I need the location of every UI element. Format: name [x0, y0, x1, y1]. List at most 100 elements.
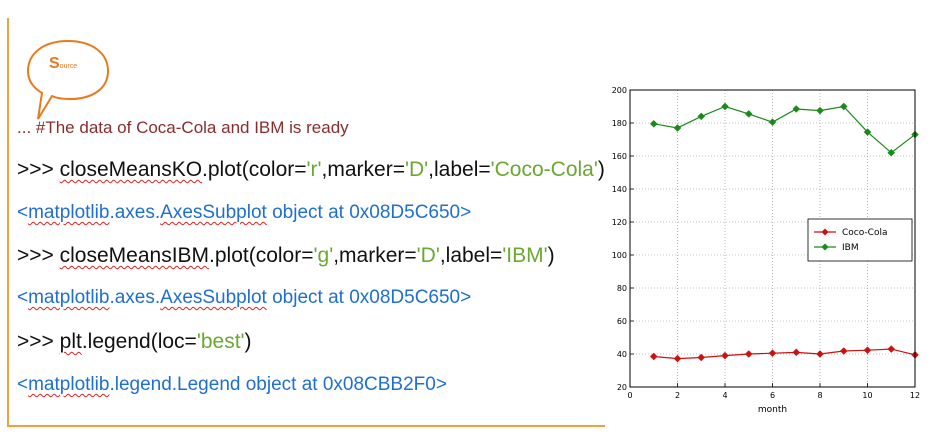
x-tick-label: 2 [675, 391, 680, 400]
string-literal: 'D' [404, 158, 429, 181]
source-letter: S [49, 55, 60, 72]
series-line-1 [653, 105, 916, 154]
code-line-plot-ibm: >>> closeMeansIBM.plot(color='g',marker=… [17, 244, 555, 268]
x-axis-label: month [758, 405, 787, 415]
code-text: .axes. [109, 287, 161, 308]
var-name: closeMeansIBM [59, 244, 210, 267]
string-literal: 'D' [416, 244, 440, 267]
x-tick-label: 4 [722, 391, 727, 400]
module-name: matplotlib [28, 287, 110, 308]
code-text: ,marker= [333, 244, 417, 267]
module-name: matplotlib [28, 374, 110, 395]
code-text: .plot(color= [209, 244, 314, 267]
code-text: < [17, 202, 29, 223]
chart-legend: Coco-Cola IBM [807, 218, 913, 262]
data-point [792, 348, 801, 357]
chart-ticks: 20 40 60 80 100 120 140 160 180 200 0 2 4 6 8 10 12 [612, 86, 920, 400]
source-speech-bubble-icon [26, 39, 110, 120]
data-point [839, 347, 848, 355]
prompt: >>> [17, 158, 60, 181]
code-text: < [17, 374, 29, 395]
data-point [887, 345, 896, 353]
slide-frame-bottom [7, 425, 605, 427]
data-point [887, 148, 896, 157]
string-literal: 'g' [313, 244, 334, 267]
chart-series [649, 102, 919, 363]
data-point [744, 110, 753, 118]
string-literal: 'Coco-Cola' [490, 158, 598, 181]
code-text: .legend.Legend object at 0x08CBB2F0> [109, 374, 447, 395]
legend-marker [821, 243, 829, 251]
legend-label: IBM [842, 243, 859, 253]
code-line-plot-ko: >>> closeMeansKO.plot(color='r',marker='… [17, 158, 605, 182]
x-tick-label: 12 [910, 391, 920, 400]
code-text: ,marker= [321, 158, 405, 181]
y-tick-label: 40 [617, 350, 627, 359]
class-name: AxesSubplot [160, 287, 267, 308]
data-point [721, 351, 729, 360]
class-name: AxesSubplot [160, 202, 267, 223]
data-point [721, 102, 729, 111]
y-tick-label: 120 [612, 218, 627, 227]
code-text: .axes. [109, 202, 161, 223]
x-tick-label: 0 [627, 391, 632, 400]
source-label: Source [49, 55, 77, 73]
y-tick-label: 160 [612, 152, 627, 161]
data-point [649, 352, 658, 361]
code-text: ) [547, 244, 555, 267]
y-tick-label: 80 [617, 284, 627, 293]
code-output-axes-1: <matplotlib.axes.AxesSubplot object at 0… [17, 202, 471, 224]
prompt: >>> [17, 330, 60, 353]
legend-box [807, 218, 913, 262]
code-text: ,label= [428, 158, 491, 181]
code-output-axes-2: <matplotlib.axes.AxesSubplot object at 0… [17, 287, 471, 309]
data-point [816, 106, 824, 115]
code-comment: ... #The data of Coca-Cola and IBM is re… [17, 118, 349, 137]
data-point [768, 349, 777, 358]
data-point [839, 102, 848, 111]
data-point [697, 112, 706, 121]
code-text: object at 0x08D5C650> [266, 202, 472, 223]
y-tick-label: 20 [617, 383, 627, 392]
data-point [744, 350, 753, 358]
data-point [697, 353, 706, 362]
code-text: .legend(loc= [81, 330, 197, 353]
x-tick-label: 6 [770, 391, 775, 400]
data-point [792, 105, 801, 113]
x-tick-label: 8 [817, 391, 822, 400]
source-rest: ource [59, 63, 78, 70]
string-literal: 'r' [306, 158, 322, 181]
module-name: matplotlib [28, 202, 110, 223]
line-chart: 20 40 60 80 100 120 140 160 180 200 0 2 4 6 8 10 12 Coco… [612, 86, 920, 415]
y-tick-label: 200 [612, 86, 627, 95]
y-tick-label: 180 [612, 119, 627, 128]
data-point [863, 128, 872, 136]
data-point [863, 346, 872, 355]
code-text: < [17, 287, 29, 308]
string-literal: 'best' [196, 330, 245, 353]
code-line-legend: >>> plt.legend(loc='best') [17, 330, 252, 354]
code-text: ) [597, 158, 605, 181]
var-name: plt [59, 330, 82, 353]
string-literal: 'IBM' [502, 244, 548, 267]
prompt: >>> [17, 244, 60, 267]
y-tick-label: 60 [617, 317, 627, 326]
data-point [649, 119, 658, 128]
data-point [673, 124, 682, 132]
legend-label: Coco-Cola [842, 228, 887, 238]
y-tick-label: 140 [612, 185, 627, 194]
code-text: ) [244, 330, 252, 353]
data-point [768, 118, 777, 127]
y-tick-label: 100 [612, 251, 627, 260]
x-tick-label: 10 [862, 391, 872, 400]
code-text: .plot(color= [202, 158, 307, 181]
slide-frame-left [7, 18, 9, 426]
series-line-0 [653, 348, 916, 360]
legend-marker [821, 228, 829, 236]
var-name: closeMeansKO [59, 158, 203, 181]
code-output-legend: <matplotlib.legend.Legend object at 0x08… [17, 374, 447, 396]
data-point [816, 350, 824, 358]
data-point [673, 354, 682, 363]
code-text: ,label= [439, 244, 503, 267]
code-text: object at 0x08D5C650> [266, 287, 472, 308]
